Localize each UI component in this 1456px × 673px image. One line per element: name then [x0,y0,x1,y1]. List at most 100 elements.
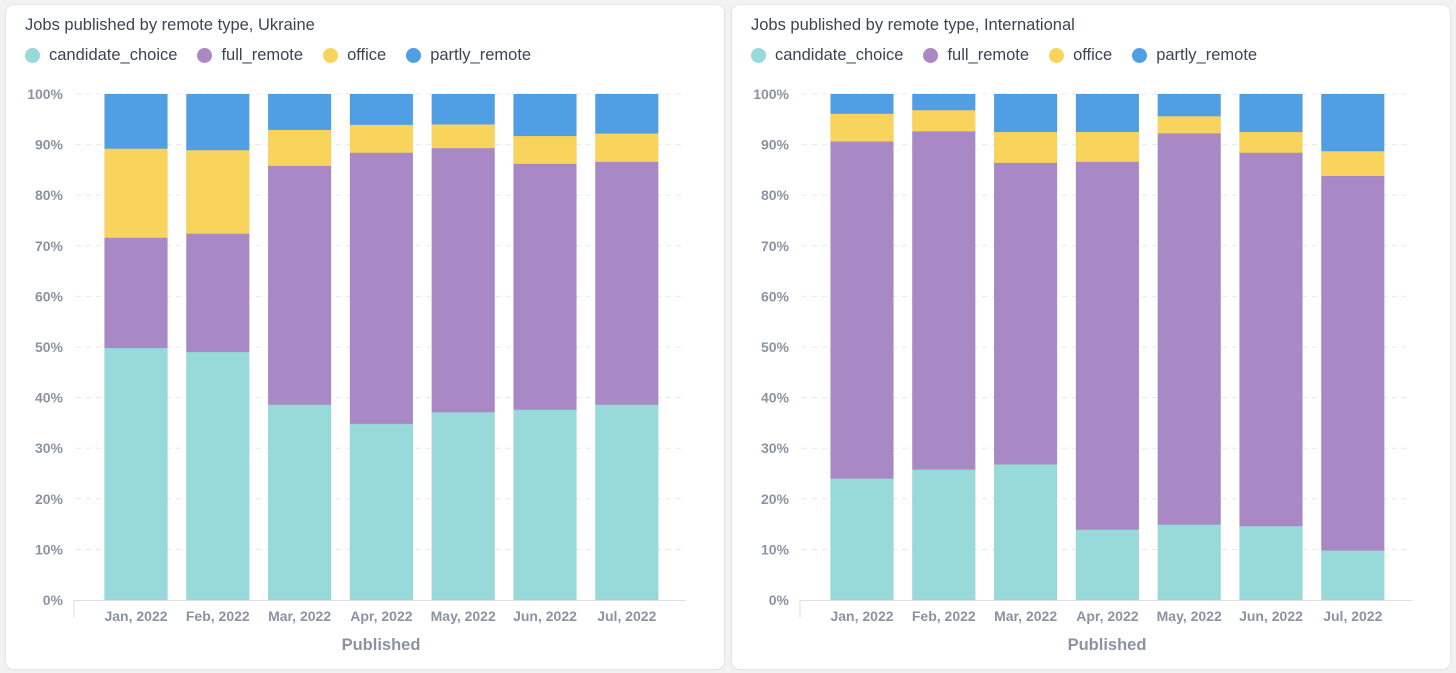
bar-segment-office[interactable] [431,124,495,149]
bar-segment-full_remote[interactable] [1157,133,1221,525]
bar-group[interactable] [186,93,250,601]
bar-segment-candidate_choice[interactable] [1239,525,1303,601]
bar-group[interactable] [993,93,1058,601]
legend-dot [923,48,939,63]
bar-segment-full_remote[interactable] [1321,175,1385,551]
bar-segment-office[interactable] [186,149,250,234]
y-tick-label: 90% [761,137,790,153]
bar-segment-office[interactable] [513,135,577,165]
bar-segment-partly_remote[interactable] [1075,93,1140,133]
bar-segment-candidate_choice[interactable] [104,347,168,601]
bar-segment-full_remote[interactable] [1239,152,1303,527]
bar-group[interactable] [267,93,332,601]
legend-item-full_remote[interactable]: full_remote [197,46,303,65]
bar-segment-partly_remote[interactable] [1239,93,1303,133]
bar-segment-office[interactable] [1321,150,1385,177]
legend-item-candidate_choice[interactable]: candidate_choice [25,46,177,65]
bar-segment-full_remote[interactable] [1075,161,1140,530]
bar-segment-office[interactable] [104,148,168,238]
x-tick-label: May, 2022 [1157,608,1222,624]
legend-item-office[interactable]: office [1049,46,1112,65]
bar-segment-partly_remote[interactable] [1321,93,1385,152]
bar-group[interactable] [830,93,894,601]
bar-group[interactable] [1239,93,1303,601]
bar-segment-office[interactable] [349,124,414,153]
bar-segment-partly_remote[interactable] [912,93,976,111]
bar-segment-partly_remote[interactable] [104,93,168,149]
bar-segment-office[interactable] [1075,131,1140,163]
bar-segment-full_remote[interactable] [830,141,894,479]
bar-group[interactable] [1075,93,1140,601]
bar-segment-office[interactable] [1239,131,1303,153]
bar-segment-candidate_choice[interactable] [1157,524,1221,601]
bar-segment-full_remote[interactable] [912,131,976,470]
bar-segment-office[interactable] [830,113,894,142]
legend-dot [323,48,339,63]
legend-item-partly_remote[interactable]: partly_remote [406,46,531,65]
bar-segment-office[interactable] [595,133,659,163]
bar-segment-partly_remote[interactable] [431,93,495,125]
bar-segment-partly_remote[interactable] [993,93,1058,133]
bar-segment-candidate_choice[interactable] [267,404,332,601]
bar-segment-candidate_choice[interactable] [830,478,894,601]
bar-segment-candidate_choice[interactable] [912,469,976,601]
bar-group[interactable] [349,93,414,601]
bar-segment-candidate_choice[interactable] [595,404,659,601]
bar-group[interactable] [1321,93,1385,601]
bar-segment-full_remote[interactable] [186,233,250,353]
legend-dot [1049,48,1065,63]
bar-segment-partly_remote[interactable] [186,93,250,151]
x-tick-label: Apr, 2022 [350,608,412,624]
bar-segment-partly_remote[interactable] [1157,93,1221,117]
legend-item-full_remote[interactable]: full_remote [923,46,1029,65]
x-tick-label: Jun, 2022 [513,608,577,624]
bar-group[interactable] [104,93,168,601]
chart-title[interactable]: Jobs published by remote type, Internati… [751,16,1075,34]
bar-segment-partly_remote[interactable] [267,93,332,131]
y-tick-label: 30% [761,440,790,456]
y-tick-label: 10% [761,541,790,557]
bar-segment-office[interactable] [912,109,976,132]
bar-segment-candidate_choice[interactable] [1075,529,1140,601]
bar-segment-partly_remote[interactable] [513,93,577,137]
bar-segment-full_remote[interactable] [513,163,577,410]
bar-segment-partly_remote[interactable] [595,93,659,134]
x-tick-label: Jan, 2022 [104,608,167,624]
bar-segment-candidate_choice[interactable] [431,412,495,601]
bar-segment-office[interactable] [267,129,332,167]
bar-segment-candidate_choice[interactable] [186,351,250,601]
bar-segment-candidate_choice[interactable] [993,464,1058,601]
legend: candidate_choice full_remote office partly_… [751,46,1277,65]
bar-segment-office[interactable] [1157,116,1221,134]
bar-segment-full_remote[interactable] [431,147,495,413]
y-tick-label: 0% [769,592,790,608]
legend-label: office [347,46,387,64]
bar-segment-full_remote[interactable] [993,162,1058,465]
bar-group[interactable] [513,93,577,601]
y-tick-label: 50% [761,339,790,355]
bar-group[interactable] [431,93,495,601]
legend-item-candidate_choice[interactable]: candidate_choice [751,46,903,65]
bar-segment-candidate_choice[interactable] [513,409,577,601]
bar-segment-partly_remote[interactable] [349,93,414,126]
bar-segment-full_remote[interactable] [267,165,332,405]
bar-segment-full_remote[interactable] [349,152,414,425]
legend-item-partly_remote[interactable]: partly_remote [1132,46,1257,65]
x-tick-label: Jan, 2022 [830,608,893,624]
bar-segment-candidate_choice[interactable] [349,423,414,601]
bar-group[interactable] [595,93,659,601]
x-tick-label: Feb, 2022 [912,608,976,624]
stacked-bar-chart: 0% 10% 20% 30% 40% 50% 60% 70% 80% 90% 100% Jan, 20… [753,86,1412,654]
bar-group[interactable] [912,93,976,601]
bar-group[interactable] [1157,93,1221,601]
y-tick-label: 90% [35,137,64,153]
bar-segment-partly_remote[interactable] [830,93,894,114]
bar-segment-full_remote[interactable] [104,237,168,349]
bar-segment-full_remote[interactable] [595,161,659,405]
chart-title[interactable]: Jobs published by remote type, Ukraine [25,16,315,34]
x-axis-title: Published [342,636,421,654]
bar-segment-candidate_choice[interactable] [1321,550,1385,601]
y-tick-label: 40% [761,390,790,406]
bar-segment-office[interactable] [993,131,1058,164]
legend-item-office[interactable]: office [323,46,386,65]
